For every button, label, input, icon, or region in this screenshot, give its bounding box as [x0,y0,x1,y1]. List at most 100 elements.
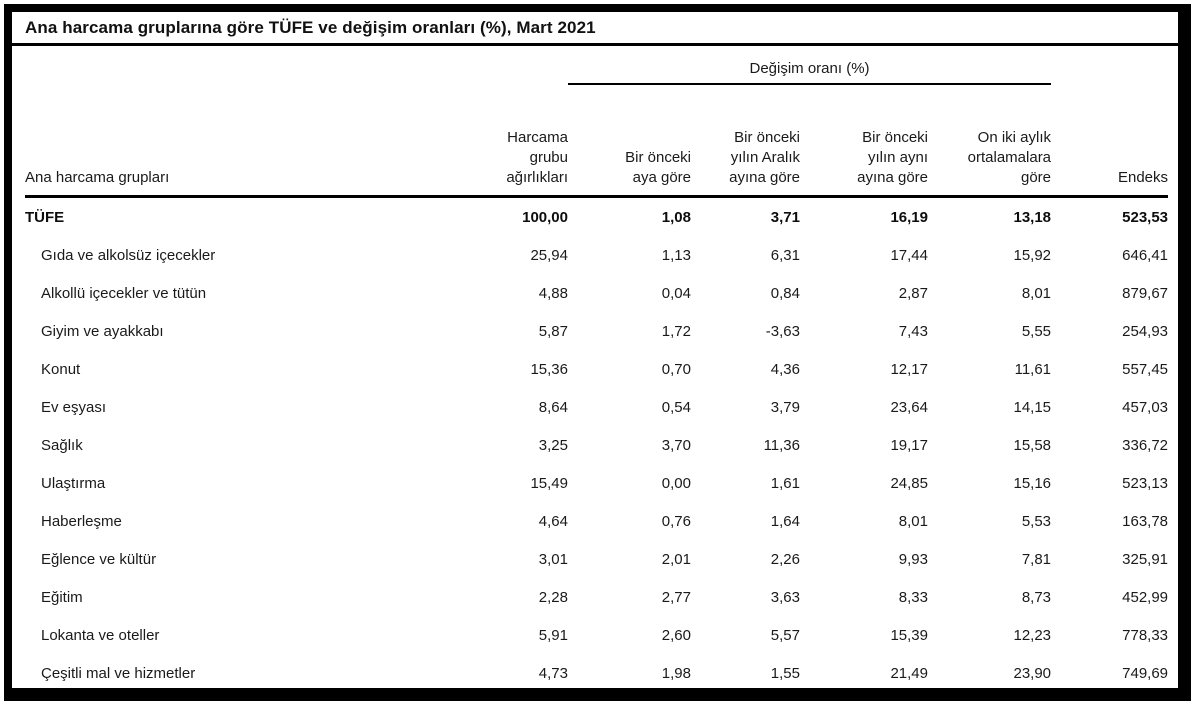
column-header-groups: Ana harcama grupları [25,84,455,198]
row-value: 14,15 [1013,398,1052,416]
row-value: 3,63 [770,588,800,606]
row-value: 8,64 [538,398,568,416]
row-value: 8,33 [898,588,928,606]
row-value: 1,72 [661,322,691,340]
column-header-weights: Harcama grubu ağırlıkları [455,84,568,198]
row-value: 4,36 [770,360,800,378]
row-value: 11,61 [1014,360,1052,378]
row-value: 23,90 [1013,664,1052,682]
row-value: 5,91 [538,626,568,644]
row-value: 457,03 [1122,398,1169,416]
row-value: 3,25 [538,436,568,454]
row-value: 0,00 [661,474,691,492]
table-row: Ulaştırma 15,49 0,00 1,61 24,85 15,16 523,13 [25,464,1168,502]
row-value: 11,36 [763,436,800,454]
table-row: Lokanta ve oteller 5,91 2,60 5,57 15,39 12,23… [25,616,1168,654]
row-value: 3,79 [770,398,800,416]
table-row: Haberleşme 4,64 0,76 1,64 8,01 5,53 163,78 [25,502,1168,540]
row-value: 4,73 [538,664,568,682]
table-row: Konut 15,36 0,70 4,36 12,17 11,61 557,45 [25,350,1168,388]
row-value: 9,93 [898,550,928,568]
row-value: 325,91 [1122,550,1169,568]
row-label: Haberleşme [41,512,122,530]
table-body: TÜFE 100,00 1,08 3,71 16,19 13,18 523,53 Gıda v… [25,197,1168,693]
row-value: 24,85 [890,474,928,492]
row-value: 21,49 [890,664,928,682]
row-label: Eğlence ve kültür [41,550,157,568]
row-label: Çeşitli mal ve hizmetler [41,664,196,682]
row-label: Ev eşyası [41,398,107,416]
row-value: 1,64 [770,512,800,530]
table-row: Alkollü içecekler ve tütün 4,88 0,04 0,84 2,… [25,274,1168,312]
row-value: 25,94 [530,246,568,264]
row-value: 523,13 [1122,474,1169,492]
spacer-cell [25,46,455,84]
row-value: 646,41 [1122,246,1169,264]
row-label: Konut [41,360,81,378]
row-value: 16,19 [890,208,928,226]
row-value: 15,16 [1013,474,1052,492]
row-label: Sağlık [41,436,83,454]
column-header-row: Ana harcama grupları Harcama grubu ağırl… [25,84,1169,198]
table-row: TÜFE 100,00 1,08 3,71 16,19 13,18 523,53 [25,197,1168,237]
change-rate-group-header: Değişim oranı (%) [568,46,1052,85]
change-rate-group-row: Değişim oranı (%) [25,46,1168,85]
row-value: 1,08 [661,208,691,226]
row-value: 8,73 [1021,588,1052,606]
row-value: 0,04 [661,284,691,302]
row-value: 15,36 [530,360,568,378]
row-value: 5,55 [1021,322,1052,340]
row-label: Ulaştırma [41,474,106,492]
table-row: Sağlık 3,25 3,70 11,36 19,17 15,58 336,72 [25,426,1168,464]
row-value: 3,70 [661,436,691,454]
column-header-vs-december: Bir önceki yılın Aralık ayına göre [691,84,800,198]
spacer-cell [1051,46,1168,84]
row-value: 15,49 [530,474,568,492]
column-header-year-over-year: Bir önceki yılın aynı ayına göre [800,84,928,198]
row-value: 23,64 [890,398,928,416]
row-value: 0,54 [661,398,691,416]
cpi-table-frame: Ana harcama gruplarına göre TÜFE ve deği… [4,4,1191,701]
row-value: 452,99 [1122,588,1169,606]
row-value: 0,84 [770,284,800,302]
row-label: Gıda ve alkolsüz içecekler [41,246,216,264]
table-row: Ev eşyası 8,64 0,54 3,79 23,64 14,15 457,03 [25,388,1168,426]
row-value: 254,93 [1122,322,1169,340]
row-value: 1,13 [661,246,691,264]
row-value: 8,01 [898,512,928,530]
row-label: Lokanta ve oteller [41,626,160,644]
row-value: 4,64 [538,512,568,530]
table-row: Gıda ve alkolsüz içecekler 25,94 1,13 6,31 1… [25,236,1168,274]
row-value: 15,58 [1013,436,1052,454]
column-header-index: Endeks [1051,84,1169,198]
table-title: Ana harcama gruplarına göre TÜFE ve deği… [12,12,1178,46]
column-header-twelve-month-avg: On iki aylık ortalamalara göre [928,84,1052,198]
row-value: 2,60 [661,626,691,644]
row-value: 1,61 [770,474,800,492]
row-value: 3,01 [538,550,568,568]
row-value: -3,63 [765,322,800,340]
row-value: 7,81 [1021,550,1052,568]
row-value: 1,55 [770,664,800,682]
table-row: Çeşitli mal ve hizmetler 4,73 1,98 1,55 21,4… [25,654,1168,692]
row-value: 2,01 [661,550,691,568]
row-value: 336,72 [1122,436,1169,454]
row-value: 15,92 [1013,246,1052,264]
row-value: 0,76 [661,512,691,530]
row-value: 5,87 [538,322,568,340]
row-value: 100,00 [522,208,568,226]
row-value: 879,67 [1122,284,1169,302]
row-value: 557,45 [1122,360,1169,378]
row-value: 778,33 [1122,626,1169,644]
row-label: Alkollü içecekler ve tütün [41,284,207,302]
row-value: 2,77 [661,588,691,606]
row-value: 0,70 [661,360,691,378]
row-value: 4,88 [538,284,568,302]
row-value: 163,78 [1122,512,1169,530]
row-value: 5,57 [770,626,800,644]
row-value: 12,17 [890,360,928,378]
table-row: Giyim ve ayakkabı 5,87 1,72 -3,63 7,43 5,55 25… [25,312,1168,350]
row-value: 1,98 [661,664,691,682]
table-row: Eğlence ve kültür 3,01 2,01 2,26 9,93 7,81 325… [25,540,1168,578]
